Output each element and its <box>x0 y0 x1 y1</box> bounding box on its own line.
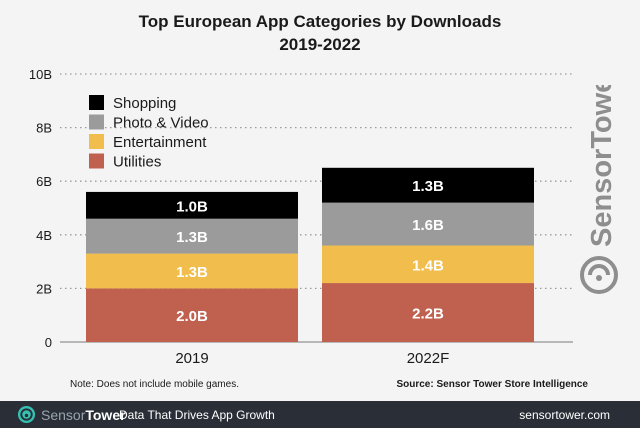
bar-segment <box>322 167 534 203</box>
bar-segment <box>86 253 298 289</box>
data-label: 1.6B <box>412 217 444 234</box>
legend-label: Photo & Video <box>113 115 209 132</box>
legend-swatch <box>89 95 104 110</box>
sensor-tower-logo-icon <box>17 405 36 424</box>
legend-swatch <box>89 153 104 169</box>
legend-label: Entertainment <box>113 134 207 151</box>
bar-segment <box>86 288 298 342</box>
data-label: 1.3B <box>176 229 208 246</box>
chart-title-block: Top European App Categories by Downloads… <box>0 10 640 56</box>
footer-brand-part1: Sensor <box>41 407 86 423</box>
data-label: 1.4B <box>412 257 444 274</box>
legend-swatch <box>89 134 104 149</box>
y-tick-label: 6B <box>36 174 52 189</box>
y-tick-label: 0 <box>45 335 52 350</box>
footer-url[interactable]: sensortower.com <box>519 408 610 422</box>
legend-swatch <box>89 114 104 130</box>
watermark-logo-icon <box>580 256 618 294</box>
stacked-bar-chart: 0 2B 4B 6B 8B 10B 2.0B 1.3B 1.3B 1.0B 2019 2.2B 1.4… <box>29 67 573 367</box>
chart-subtitle: 2019-2022 <box>279 35 361 54</box>
x-tick-label: 2022F <box>407 350 450 367</box>
chart-note: Note: Does not include mobile games. <box>70 379 239 390</box>
legend-label: Shopping <box>113 95 176 112</box>
data-label: 1.0B <box>176 198 208 215</box>
y-tick-label: 10B <box>29 67 52 82</box>
footer-tagline: Data That Drives App Growth <box>119 408 275 422</box>
x-tick-label: 2019 <box>175 350 208 367</box>
data-label: 1.3B <box>176 264 208 281</box>
watermark-text: SensorTower <box>586 85 618 247</box>
data-label: 1.3B <box>412 178 444 195</box>
y-tick-label: 8B <box>36 121 52 136</box>
data-label: 2.0B <box>176 308 208 325</box>
data-label: 2.2B <box>412 306 444 323</box>
sensor-tower-watermark: SensorTower <box>580 85 618 294</box>
bar-segment <box>322 202 534 246</box>
chart-source: Source: Sensor Tower Store Intelligence <box>396 379 588 390</box>
legend-label: Utilities <box>113 154 161 171</box>
footer-brand: SensorTower <box>41 407 126 423</box>
bar-segment <box>86 218 298 254</box>
footer-bar: SensorTower Data That Drives App Growth … <box>0 401 640 428</box>
bar-segment <box>322 283 534 342</box>
bar-segment <box>86 191 298 219</box>
footer-brand-part2: Tower <box>85 407 126 423</box>
y-tick-label: 2B <box>36 281 52 296</box>
y-tick-label: 4B <box>36 228 52 243</box>
chart-title: Top European App Categories by Downloads <box>138 12 502 31</box>
bar-segment <box>322 245 534 284</box>
